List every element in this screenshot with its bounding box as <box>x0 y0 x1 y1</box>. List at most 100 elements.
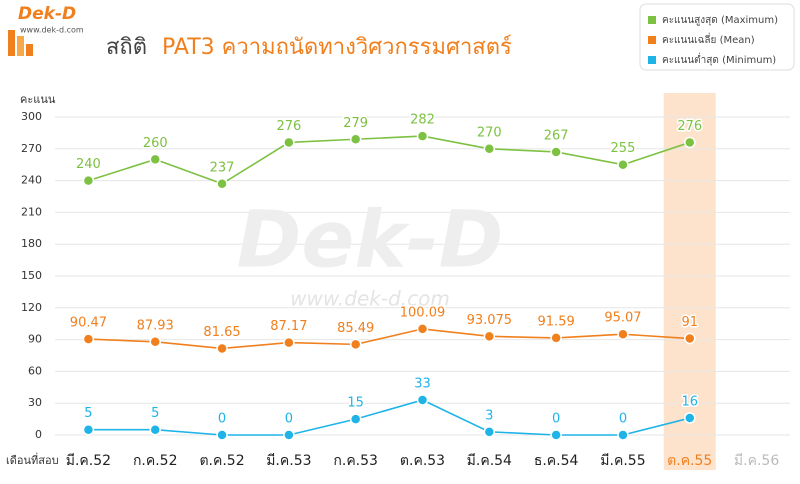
data-point <box>550 332 562 344</box>
data-label: 85.49 <box>337 321 374 336</box>
x-tick-label: ต.ค.53 <box>400 453 445 469</box>
data-label: 5 <box>84 406 92 421</box>
data-label: 0 <box>552 412 560 427</box>
legend-label: คะแนนสูงสุด (Maximum) <box>662 15 778 26</box>
logo: Dek-D www.dek-d.com <box>8 4 84 56</box>
subtitle: PAT3 ความถนัดทางวิศวกรรมศาสตร์ <box>162 35 512 60</box>
x-tick-label: มี.ค.55 <box>600 453 645 469</box>
legend-swatch <box>648 36 656 44</box>
data-label: 87.17 <box>270 319 307 334</box>
logo-url: www.dek-d.com <box>20 26 84 35</box>
data-point <box>684 412 696 424</box>
data-label: 237 <box>210 160 235 175</box>
data-point <box>283 429 295 441</box>
data-label: 240 <box>76 157 101 172</box>
data-label: 0 <box>619 412 627 427</box>
data-label: 267 <box>544 128 569 143</box>
data-point <box>550 146 562 158</box>
data-point <box>349 413 362 425</box>
legend-label: คะแนนเฉลี่ย (Mean) <box>662 32 755 46</box>
data-point <box>82 423 95 436</box>
x-tick-label: ธ.ค.54 <box>534 453 579 469</box>
series-line <box>88 399 690 436</box>
data-point <box>216 429 228 441</box>
data-point <box>416 130 429 142</box>
data-point <box>617 328 629 340</box>
data-point <box>483 330 496 343</box>
series-line <box>88 328 690 350</box>
chart-title: สถิติ PAT3 ความถนัดทางวิศวกรรมศาสตร์ <box>106 35 512 60</box>
legend-swatch <box>648 56 656 64</box>
data-point <box>149 153 161 166</box>
data-label: 100.09 <box>400 305 446 320</box>
data-label: 279 <box>343 116 368 131</box>
data-label: 15 <box>347 396 364 411</box>
legend: คะแนนสูงสุด (Maximum) คะแนนเฉลี่ย (Mean) ค… <box>639 3 795 71</box>
x-tick-label: มี.ค.53 <box>266 453 311 469</box>
data-point <box>216 342 228 355</box>
x-tick-label: ก.ค.52 <box>133 453 178 469</box>
data-label: 90.47 <box>70 316 107 331</box>
legend-label: คะแนนต่ำสุด (Minimum) <box>662 52 776 66</box>
data-label: 276 <box>677 119 702 134</box>
data-label: 5 <box>151 406 159 421</box>
y-axis-label: คะแนน <box>20 93 56 106</box>
y-tick-label: 60 <box>28 364 42 377</box>
x-tick-label: ก.ค.53 <box>333 453 378 469</box>
data-label: 282 <box>410 113 435 128</box>
logo-bar <box>26 44 33 56</box>
x-tick-label: ต.ค.55 <box>667 453 712 469</box>
series-line <box>88 135 691 185</box>
data-label: 260 <box>143 136 168 151</box>
data-label: 87.93 <box>137 318 174 333</box>
watermark-url: www.dek-d.com <box>290 287 450 311</box>
data-label: 91.59 <box>538 314 575 329</box>
data-point <box>416 323 429 335</box>
data-point <box>483 426 496 438</box>
logo-name: Dek-D <box>18 4 76 24</box>
legend-box <box>639 3 795 71</box>
highlight-band <box>663 93 716 470</box>
x-tick-label: มี.ค.56 <box>734 453 779 469</box>
data-point <box>349 133 362 146</box>
data-label: 270 <box>477 125 502 140</box>
y-tick-label: 270 <box>21 142 42 155</box>
logo-bar <box>8 30 15 56</box>
y-tick-label: 300 <box>21 110 42 123</box>
data-point <box>82 333 95 345</box>
logo-bar <box>17 36 24 56</box>
y-tick-label: 90 <box>28 333 42 346</box>
title: สถิติ <box>106 35 147 60</box>
data-label: 93.075 <box>467 313 513 328</box>
y-tick-label: 30 <box>28 396 42 409</box>
y-tick-label: 0 <box>35 428 42 441</box>
x-axis-label: เดือนที่สอบ <box>6 452 59 467</box>
data-point <box>216 178 228 190</box>
data-label: 0 <box>285 412 293 427</box>
data-label: 95.07 <box>604 311 641 326</box>
data-point <box>416 394 429 406</box>
data-label: 16 <box>681 395 698 410</box>
plot <box>55 93 790 470</box>
data-point <box>349 338 362 351</box>
data-point <box>283 336 295 349</box>
y-tick-label: 120 <box>21 301 42 314</box>
x-tick-label: มี.ค.54 <box>467 453 512 469</box>
data-label: 3 <box>485 408 493 423</box>
y-tick-label: 150 <box>21 269 42 282</box>
y-tick-label: 180 <box>21 237 42 250</box>
watermark-name: Dek-D <box>237 195 504 285</box>
data-point <box>617 429 629 441</box>
y-tick-label: 210 <box>21 205 42 218</box>
data-point <box>149 336 161 348</box>
data-point <box>550 429 562 441</box>
data-point <box>283 136 295 149</box>
data-point <box>149 423 161 436</box>
data-point <box>82 174 95 187</box>
data-label: 0 <box>218 412 226 427</box>
data-point <box>483 143 496 155</box>
data-point <box>617 158 629 171</box>
data-label: 91 <box>681 315 698 330</box>
data-point <box>684 332 696 345</box>
